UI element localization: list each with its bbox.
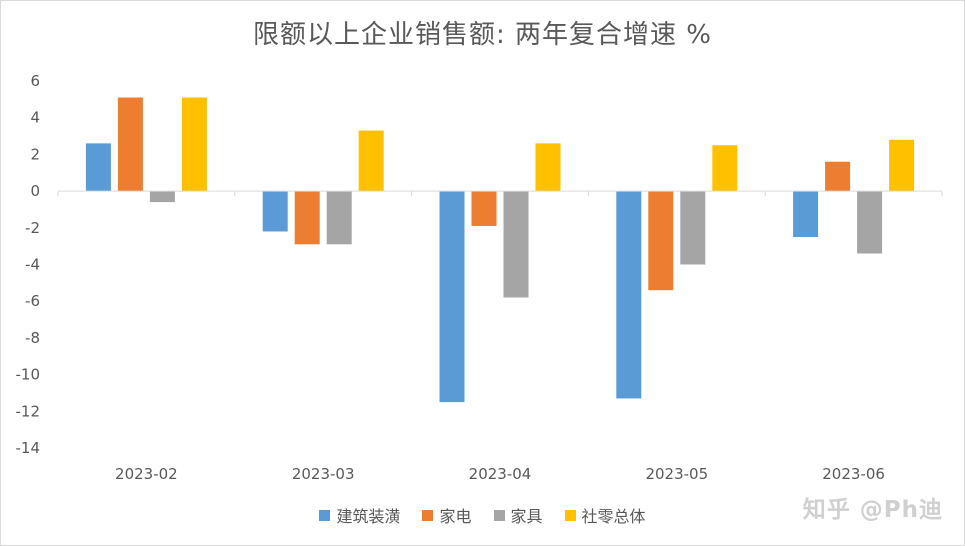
bar (535, 143, 561, 192)
bar (680, 191, 706, 265)
bar (326, 191, 352, 245)
bar (294, 191, 320, 245)
bar (358, 130, 384, 192)
y-tick-label: -6 (25, 292, 40, 310)
chart-title: 限额以上企业销售额: 两年复合增速 % (253, 20, 712, 50)
legend-item: 家具 (493, 503, 543, 527)
y-tick-label: -14 (16, 439, 41, 457)
bar (616, 191, 642, 399)
legend-label: 建筑装潢 (336, 507, 401, 526)
legend-swatch (493, 509, 505, 521)
watermark: 知乎 @Ph迪 (802, 497, 943, 523)
legend-item: 家电 (422, 503, 472, 527)
x-tick-label: 2023-05 (645, 465, 708, 483)
bar (85, 143, 111, 192)
bar (439, 191, 465, 403)
legend-swatch (422, 509, 434, 521)
bar (262, 191, 288, 232)
x-tick-label: 2023-06 (822, 465, 885, 483)
legend-item: 建筑装潢 (319, 503, 400, 527)
y-tick-label: -2 (25, 219, 40, 237)
bar (712, 145, 738, 192)
bar (149, 191, 175, 203)
bar (648, 191, 674, 291)
bar (889, 139, 915, 192)
legend-swatch (564, 509, 576, 521)
bar (857, 191, 883, 254)
bar (793, 191, 819, 237)
legend-label: 社零总体 (581, 507, 646, 526)
bar (471, 191, 497, 226)
y-tick-label: 2 (30, 145, 40, 163)
x-tick-label: 2023-02 (115, 465, 178, 483)
y-tick-label: -8 (25, 329, 40, 347)
legend-swatch (319, 509, 331, 521)
chart-legend: 建筑装潢 家电 家具 社零总体 (0, 503, 965, 527)
y-tick-label: -4 (25, 256, 40, 274)
y-tick-label: 4 (30, 109, 40, 127)
bar (503, 191, 529, 298)
y-tick-label: 0 (30, 182, 40, 200)
x-tick-label: 2023-04 (469, 465, 532, 483)
legend-label: 家电 (439, 507, 472, 526)
y-tick-label: -12 (16, 402, 41, 420)
bar (181, 97, 207, 192)
legend-item: 社零总体 (564, 503, 646, 527)
legend-label: 家具 (510, 507, 543, 526)
x-tick-label: 2023-03 (292, 465, 355, 483)
bar (825, 161, 851, 192)
bar (117, 97, 143, 192)
y-tick-label: 6 (30, 72, 40, 90)
y-tick-label: -10 (16, 366, 41, 384)
